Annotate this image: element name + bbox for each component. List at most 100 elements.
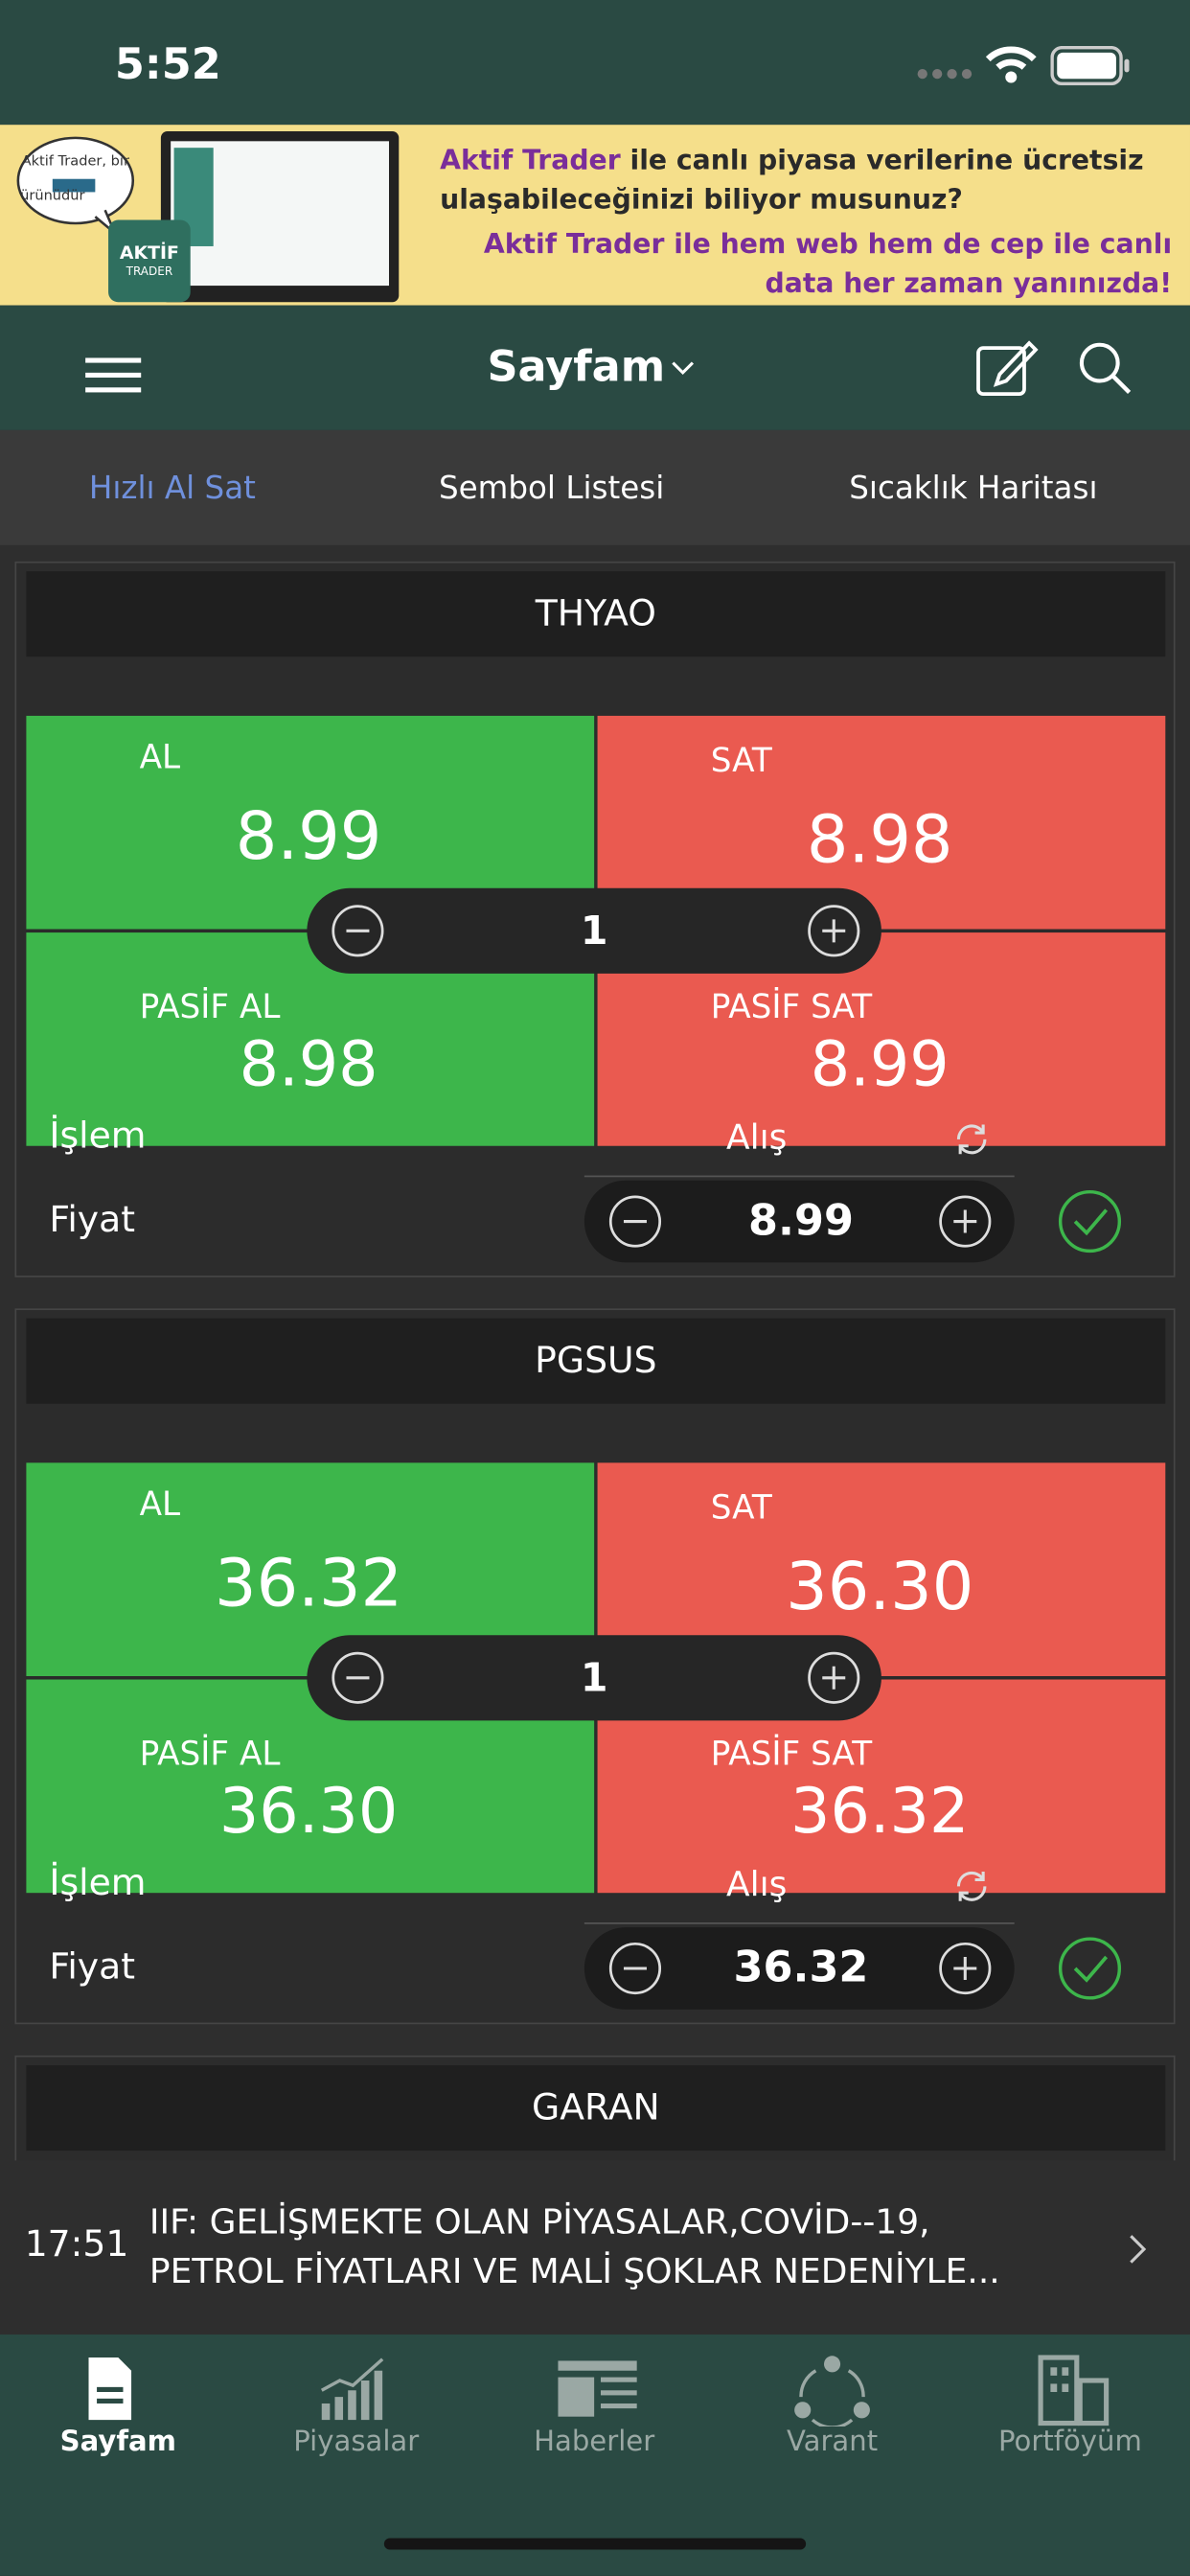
banner-text: Aktif Trader ile canlı piyasa verilerine… xyxy=(440,141,1162,219)
row-divider xyxy=(584,1922,1015,1924)
aktif-trader-logo: AKTİF TRADER xyxy=(108,219,191,303)
symbol-card: PGSUS AL 36.32 SAT 36.30 PASİF AL 36.30 PASİF S… xyxy=(14,1308,1176,2025)
icon-shape xyxy=(52,178,96,193)
order-side[interactable]: Alış xyxy=(726,1116,788,1157)
icon-shape xyxy=(1077,2378,1110,2426)
nav-title[interactable]: Sayfam xyxy=(487,343,666,393)
news-chevron xyxy=(1130,2235,1147,2264)
signal-icon xyxy=(917,68,973,80)
row-label: İşlem xyxy=(49,1116,147,1158)
menu-button[interactable] xyxy=(85,355,142,398)
bottom-tab-label[interactable]: Piyasalar xyxy=(293,2426,420,2459)
icon-shape xyxy=(1062,2383,1069,2392)
minus-button[interactable] xyxy=(607,1941,663,1996)
icon-shape xyxy=(1005,71,1018,83)
icon-shape xyxy=(853,2402,870,2419)
card-header: GARAN xyxy=(26,2065,1166,2151)
news-headline: IIF: GELİŞMEKTE OLAN PİYASALAR,COVİD--19… xyxy=(149,2202,930,2242)
icon-shape xyxy=(958,1891,969,1901)
icon-shape xyxy=(958,1144,969,1155)
price-value[interactable]: 8.99 xyxy=(748,1196,854,1247)
passive-buy-cell[interactable]: PASİF AL 8.98 xyxy=(26,932,595,1146)
minus-button[interactable] xyxy=(607,1193,663,1249)
icon-shape xyxy=(1058,1937,1122,2000)
icon-shape xyxy=(85,372,142,379)
cell-price: 8.99 xyxy=(235,799,382,876)
icon-shape xyxy=(97,2398,124,2404)
quantity-value[interactable]: 1 xyxy=(580,1654,608,1701)
icon-shape xyxy=(958,1138,987,1155)
tab-icon[interactable] xyxy=(792,2355,878,2426)
icon-shape xyxy=(974,1871,985,1882)
symbol-card: THYAO AL 8.99 SAT 8.98 PASİF AL 8.98 PASİF SAT 8… xyxy=(14,561,1176,1277)
icon-shape xyxy=(334,2397,344,2421)
price-stepper: 36.32 xyxy=(584,1927,1015,2010)
icon-shape xyxy=(1050,2383,1058,2392)
icon-shape xyxy=(794,2402,812,2419)
icon-shape xyxy=(600,2390,637,2396)
icon-shape xyxy=(608,1942,662,1995)
icon-shape xyxy=(600,2403,637,2409)
icon-shape xyxy=(808,905,860,957)
icon-shape xyxy=(672,361,695,376)
quantity-stepper: 1 xyxy=(307,887,881,974)
icon-shape xyxy=(1050,45,1123,86)
card-header: PGSUS xyxy=(26,1318,1166,1404)
bottom-tab-label[interactable]: Portföyüm xyxy=(998,2426,1142,2459)
news-ticker[interactable]: 17:51 IIF: GELİŞMEKTE OLAN PİYASALAR,COVİ… xyxy=(0,2160,1190,2335)
icon-shape xyxy=(1050,2367,1058,2376)
status-time: 5:52 xyxy=(114,40,221,91)
card-symbol: PGSUS xyxy=(535,1341,657,1383)
refresh-button[interactable] xyxy=(952,1119,992,1159)
icon-shape xyxy=(600,2377,637,2382)
minus-button[interactable] xyxy=(330,903,385,958)
ad-banner[interactable]: Aktif Trader, bir ürünüdür AKTİF TRADER Akti… xyxy=(0,125,1190,306)
tab-bar: Hızlı Al Sat Sembol Listesi Sıcaklık Harit… xyxy=(0,429,1190,545)
cell-price: 8.99 xyxy=(810,1027,950,1100)
plus-button[interactable] xyxy=(937,1941,993,1996)
confirm-button[interactable] xyxy=(1057,1188,1123,1254)
icon-shape xyxy=(1057,52,1116,80)
bottom-tab-label[interactable]: Varant xyxy=(786,2426,879,2459)
icon-shape xyxy=(956,1124,985,1140)
top-tab[interactable]: Sıcaklık Haritası xyxy=(849,470,1098,507)
tab-icon[interactable] xyxy=(317,2355,402,2426)
cell-price: 36.30 xyxy=(786,1550,974,1625)
icon-shape xyxy=(939,1195,992,1248)
search-button[interactable] xyxy=(1075,338,1134,398)
bottom-tab-label[interactable]: Haberler xyxy=(534,2426,655,2459)
nav-bar: Sayfam xyxy=(0,305,1190,430)
tab-icon[interactable] xyxy=(555,2355,640,2426)
refresh-button[interactable] xyxy=(952,1867,992,1906)
news-time: 17:51 xyxy=(24,2224,129,2266)
confirm-button[interactable] xyxy=(1057,1936,1123,2002)
icon-shape xyxy=(961,68,973,80)
tab-icon[interactable] xyxy=(1031,2355,1116,2426)
tab-icon[interactable] xyxy=(79,2355,164,2426)
plus-button[interactable] xyxy=(806,1650,861,1706)
icon-shape xyxy=(1079,342,1120,383)
bottom-tab-label[interactable]: Sayfam xyxy=(59,2426,177,2459)
row-label: Fiyat xyxy=(49,1200,135,1242)
icon-shape xyxy=(974,1124,985,1135)
plus-button[interactable] xyxy=(937,1193,993,1249)
minus-button[interactable] xyxy=(330,1650,385,1706)
cell-price: 36.32 xyxy=(214,1546,403,1622)
card-header: THYAO xyxy=(26,571,1166,657)
status-bar: 5:52 xyxy=(0,0,1190,126)
price-stepper: 8.99 xyxy=(584,1180,1015,1263)
icon-shape xyxy=(976,346,1026,397)
order-side[interactable]: Alış xyxy=(726,1864,788,1904)
price-value[interactable]: 36.32 xyxy=(733,1944,869,1993)
plus-button[interactable] xyxy=(806,903,861,958)
top-tab[interactable]: Sembol Listesi xyxy=(438,470,665,507)
wifi-icon xyxy=(985,46,1037,83)
top-tab[interactable]: Hızlı Al Sat xyxy=(88,470,256,507)
icon-shape xyxy=(985,46,1037,62)
dropdown-chevron[interactable] xyxy=(670,357,696,378)
cell-price: 8.98 xyxy=(806,802,953,879)
edit-button[interactable] xyxy=(973,334,1040,401)
card-symbol: THYAO xyxy=(535,594,656,635)
quantity-value[interactable]: 1 xyxy=(580,908,608,954)
